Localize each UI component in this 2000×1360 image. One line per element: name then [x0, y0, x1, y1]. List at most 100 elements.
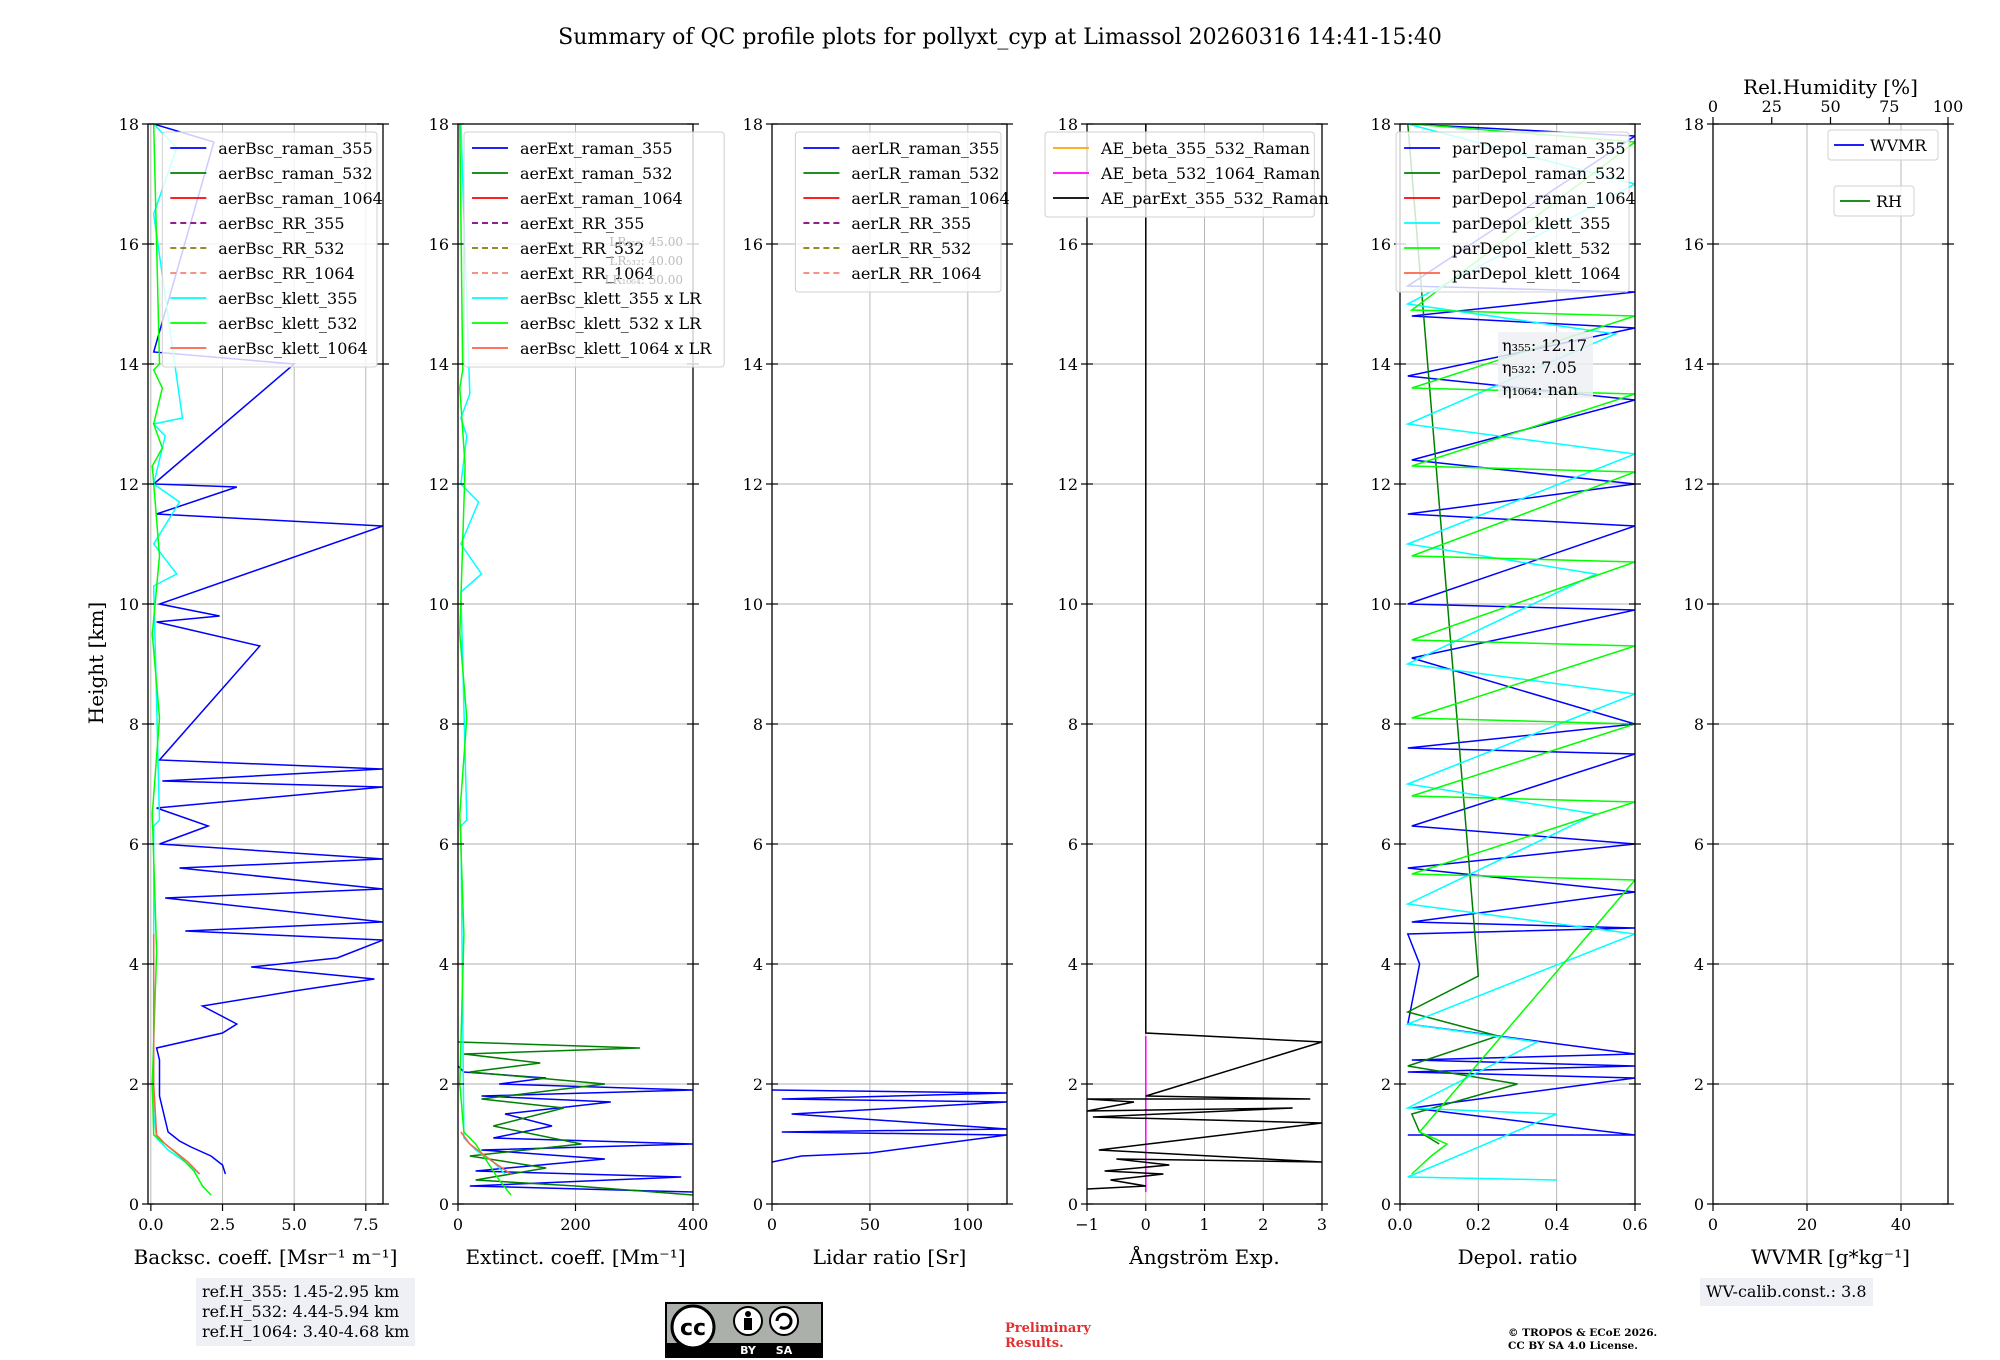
y-tick-label: 4 [439, 955, 449, 974]
y-tick-label: 10 [743, 595, 763, 614]
x-tick-label: 100 [953, 1215, 984, 1234]
axes-frame [147, 123, 384, 1205]
y-tick-label: 16 [1058, 235, 1078, 254]
legend-label: aerBsc_klett_1064 x LR [520, 339, 712, 358]
ref-height-355: ref.H_355: 1.45-2.95 km [202, 1282, 400, 1301]
preliminary-line-1: Preliminary [1005, 1321, 1091, 1336]
top-x-tick-label: 50 [1820, 97, 1840, 116]
legend-label: parDepol_raman_355 [1452, 139, 1625, 158]
legend-wvmr: WVMR [1827, 129, 1939, 161]
legend-frame [1827, 129, 1939, 161]
top-x-tick-label: 100 [1933, 97, 1964, 116]
x-tick-label: −1 [1075, 1215, 1099, 1234]
y-tick-label: 14 [1684, 355, 1704, 374]
legend-label: aerBsc_raman_532 [218, 164, 372, 183]
x-axis-label: Depol. ratio [1458, 1245, 1578, 1269]
y-tick-label: 0 [439, 1195, 449, 1214]
legend-label: RH [1876, 192, 1902, 211]
legend: aerExt_raman_355 aerExt_raman_532 aerExt_r… [463, 131, 725, 368]
cc-circle-icon [670, 1304, 716, 1350]
y-tick-label: 12 [119, 475, 139, 494]
y-tick-label: 2 [129, 1075, 139, 1094]
legend-label: AE_beta_355_532_Raman [1100, 139, 1310, 158]
x-tick-label: 0 [767, 1215, 777, 1234]
legend-label: aerBsc_klett_1064 [218, 339, 367, 358]
legend-label: aerLR_RR_532 [851, 239, 971, 258]
lidar-ratio-note: LR₃₅₅: 45.00 [609, 235, 683, 249]
y-tick-label: 14 [429, 355, 449, 374]
y-tick-label: 10 [119, 595, 139, 614]
cc-text: cc [680, 1316, 706, 1341]
y-tick-label: 8 [1068, 715, 1078, 734]
y-tick-label: 14 [1058, 355, 1078, 374]
series-line-aerbsc-klett-532-x-lr [459, 124, 512, 1196]
y-tick-label: 10 [429, 595, 449, 614]
cc-by-sa-license-logo: cc BY SA [665, 1302, 823, 1358]
x-axis-label: Lidar ratio [Sr] [813, 1245, 967, 1269]
legend: parDepol_raman_355 parDepol_raman_532 parD… [1395, 131, 1636, 293]
legend-label: aerLR_raman_1064 [851, 189, 1009, 208]
y-tick-label: 12 [1058, 475, 1078, 494]
legend-label: aerBsc_klett_355 [218, 289, 357, 308]
legend-frame [161, 131, 378, 368]
legend-rh: RH [1833, 185, 1915, 217]
y-tick-label: 2 [1694, 1075, 1704, 1094]
x-tick-label: 2 [1258, 1215, 1268, 1234]
y-tick-label: 4 [129, 955, 139, 974]
top-x-tick-label: 75 [1879, 97, 1899, 116]
legend-frame [463, 131, 725, 368]
y-tick-label: 16 [429, 235, 449, 254]
series-line-aerlr-raman-355 [772, 1089, 1007, 1163]
legend: aerBsc_raman_355 aerBsc_raman_532 aerBsc_r… [161, 131, 383, 368]
y-tick-label: 12 [429, 475, 449, 494]
legend-label: aerBsc_klett_355 x LR [520, 289, 702, 308]
legend-label: parDepol_klett_532 [1452, 239, 1610, 258]
x-tick-label: 5.0 [281, 1215, 306, 1234]
by-label: BY [740, 1344, 757, 1357]
series-line-aerext-raman-532 [458, 1041, 693, 1196]
x-tick-label: 400 [678, 1215, 709, 1234]
y-tick-label: 2 [439, 1075, 449, 1094]
y-tick-label: 4 [1068, 955, 1078, 974]
x-tick-label: 0.0 [1387, 1215, 1412, 1234]
legend-label: aerBsc_klett_532 x LR [520, 314, 702, 333]
y-tick-label: 0 [129, 1195, 139, 1214]
x-tick-label: 0 [1141, 1215, 1151, 1234]
legend-label: aerLR_RR_355 [851, 214, 971, 233]
legend-label: AE_parExt_355_532_Raman [1100, 189, 1329, 208]
preliminary-results-note: Preliminary Results. [1005, 1321, 1091, 1351]
legend: aerLR_raman_355 aerLR_raman_532 aerLR_rama… [794, 131, 1010, 293]
eta-label: η₅₃₂: 7.05 [1502, 358, 1577, 377]
legend-label: parDepol_klett_355 [1452, 214, 1610, 233]
axes-frame [1712, 123, 1949, 1205]
legend-label: aerBsc_raman_355 [218, 139, 372, 158]
x-axis-label: Extinct. coeff. [Mm⁻¹] [465, 1245, 685, 1269]
y-tick-label: 6 [1694, 835, 1704, 854]
y-tick-label: 12 [743, 475, 763, 494]
x-axis-label: WVMR [g*kg⁻¹] [1751, 1245, 1910, 1269]
legend-label: aerBsc_RR_1064 [218, 264, 354, 283]
x-tick-label: 0.2 [1466, 1215, 1491, 1234]
legend-label: parDepol_klett_1064 [1452, 264, 1621, 283]
y-tick-label: 8 [129, 715, 139, 734]
copyright-line-1: © TROPOS & ECoE 2026. [1508, 1327, 1658, 1339]
x-tick-label: 40 [1891, 1215, 1911, 1234]
series-line-aerbsc-klett-355 [152, 124, 201, 1175]
wv-calib-box: WV-calib.const.: 3.8 [1700, 1278, 1873, 1306]
y-tick-label: 6 [1068, 835, 1078, 854]
axes-frame [1399, 123, 1636, 1205]
legend-label: aerBsc_klett_532 [218, 314, 357, 333]
y-tick-label: 2 [753, 1075, 763, 1094]
y-tick-label: 0 [1381, 1195, 1391, 1214]
legend-frame [1833, 185, 1915, 217]
y-tick-label: 16 [743, 235, 763, 254]
y-tick-label: 2 [1381, 1075, 1391, 1094]
y-tick-label: 12 [1684, 475, 1704, 494]
y-tick-label: 14 [1371, 355, 1391, 374]
copyright-line-2: CC BY SA 4.0 License. [1508, 1340, 1638, 1352]
x-axis-label: Backsc. coeff. [Msr⁻¹ m⁻¹] [134, 1245, 398, 1269]
